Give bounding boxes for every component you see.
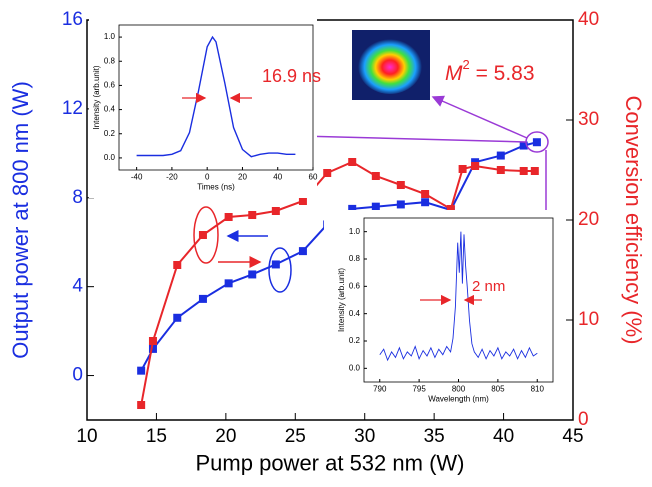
y-tick-label: 0.2 <box>104 129 116 138</box>
y2-tick-label: 10 <box>578 309 599 330</box>
x-tick-label: 15 <box>146 426 167 447</box>
data-point <box>323 169 332 177</box>
y-axis-label: Intensity (arb.unit) <box>92 65 101 129</box>
m-exponent: 2 <box>463 57 470 72</box>
data-point <box>148 344 157 353</box>
x-tick-label: -20 <box>166 172 178 181</box>
y-axis-label: Output power at 800 nm (W) <box>8 81 33 359</box>
y-tick-label: 12 <box>62 98 83 119</box>
x-tick-label: 60 <box>309 172 318 181</box>
data-point <box>371 202 380 211</box>
data-point <box>348 204 357 213</box>
x-tick-label: 35 <box>424 426 445 447</box>
data-point <box>271 207 280 215</box>
data-point <box>137 401 146 409</box>
m-symbol: M <box>445 62 463 85</box>
data-point <box>271 260 280 269</box>
y-tick-label: 0.8 <box>104 56 116 65</box>
data-point <box>496 151 505 160</box>
x-axis-label: Wavelength (nm) <box>428 394 489 403</box>
inset-background <box>324 210 559 410</box>
y-tick-label: 0.0 <box>104 153 116 162</box>
data-point <box>458 165 467 173</box>
x-tick-label: 800 <box>452 384 466 393</box>
data-point <box>173 261 182 269</box>
series-line <box>136 35 296 158</box>
x-tick-label: 810 <box>531 384 545 393</box>
y-tick-label: 1.0 <box>349 227 361 236</box>
x-tick-label: 10 <box>76 426 97 447</box>
pulse-width-label: 16.9 ns <box>262 66 321 86</box>
data-point <box>396 181 405 189</box>
data-point <box>248 270 257 279</box>
beam-quality-label: M2 = 5.83 <box>445 57 535 84</box>
y-tick-label: 0 <box>72 365 83 386</box>
x-tick-label: 20 <box>238 172 247 181</box>
y-tick-label: 0.2 <box>349 336 361 345</box>
data-point <box>371 172 380 180</box>
x-tick-label: 25 <box>285 426 306 447</box>
y-axis-label: Intensity (arb.unit) <box>337 268 346 332</box>
data-point <box>148 337 157 345</box>
y-tick-label: 1.0 <box>104 32 116 41</box>
y-tick-label: 16 <box>62 9 83 30</box>
y2-axis-label: Conversion efficiency (%) <box>621 95 646 344</box>
inset-arrows <box>182 92 482 306</box>
data-point <box>198 231 207 239</box>
data-point <box>519 141 528 150</box>
x-axis-label: Pump power at 532 nm (W) <box>196 450 465 475</box>
y-tick-label: 8 <box>72 187 83 208</box>
x-tick-label: 790 <box>373 384 387 393</box>
data-point <box>421 190 430 198</box>
m-value: = 5.83 <box>470 62 535 85</box>
data-point <box>348 158 357 166</box>
x-tick-label: 40 <box>493 426 514 447</box>
data-point <box>421 198 430 207</box>
linewidth-label: 2 nm <box>472 278 505 295</box>
data-point <box>530 167 539 175</box>
plot-frame <box>118 24 314 171</box>
y-tick-label: 0.6 <box>349 281 361 290</box>
inset-pulse: -40 -20 0 20 40 60 0.0 0.2 0.4 0.6 0.8 1.0 Times (ns… <box>89 17 318 198</box>
data-point <box>519 167 528 175</box>
data-point <box>446 205 455 213</box>
y-tick-label: 0.6 <box>104 81 116 90</box>
x-tick-label: 0 <box>205 172 210 181</box>
x-tick-label: -40 <box>131 172 143 181</box>
x-tick-label: 805 <box>491 384 505 393</box>
x-tick-label: 45 <box>562 426 583 447</box>
inset-spectrum: 790 795 800 805 810 0.0 0.2 0.4 0.6 0.8 1.0 Wavelen… <box>324 210 559 410</box>
x-axis-label: Times (ns) <box>197 182 235 191</box>
y-tick-label: 4 <box>72 276 83 297</box>
y-tick-label: 0.4 <box>104 105 116 114</box>
data-point <box>298 247 307 256</box>
data-point <box>496 166 505 174</box>
y-tick-label: 0.4 <box>349 309 361 318</box>
data-point <box>224 213 233 221</box>
series-line <box>379 231 538 362</box>
data-point <box>532 138 541 147</box>
x-tick-label: 40 <box>273 172 282 181</box>
data-point <box>137 366 146 375</box>
beam-image <box>352 30 430 100</box>
x-tick-label: 20 <box>215 426 236 447</box>
data-point <box>396 200 405 209</box>
x-tick-label: 30 <box>354 426 375 447</box>
y-tick-label: 0.8 <box>349 254 361 263</box>
data-point <box>248 211 257 219</box>
data-point <box>198 294 207 303</box>
y2-tick-label: 20 <box>578 209 599 230</box>
x-tick-label: 795 <box>412 384 426 393</box>
y2-tick-label: 0 <box>578 409 589 430</box>
data-point <box>471 162 480 170</box>
data-point <box>224 279 233 288</box>
data-point <box>173 313 182 322</box>
data-point <box>298 197 307 205</box>
y2-tick-label: 40 <box>578 9 599 30</box>
y2-tick-label: 30 <box>578 109 599 130</box>
y-tick-label: 0.0 <box>349 363 361 372</box>
inset-background <box>89 17 317 198</box>
